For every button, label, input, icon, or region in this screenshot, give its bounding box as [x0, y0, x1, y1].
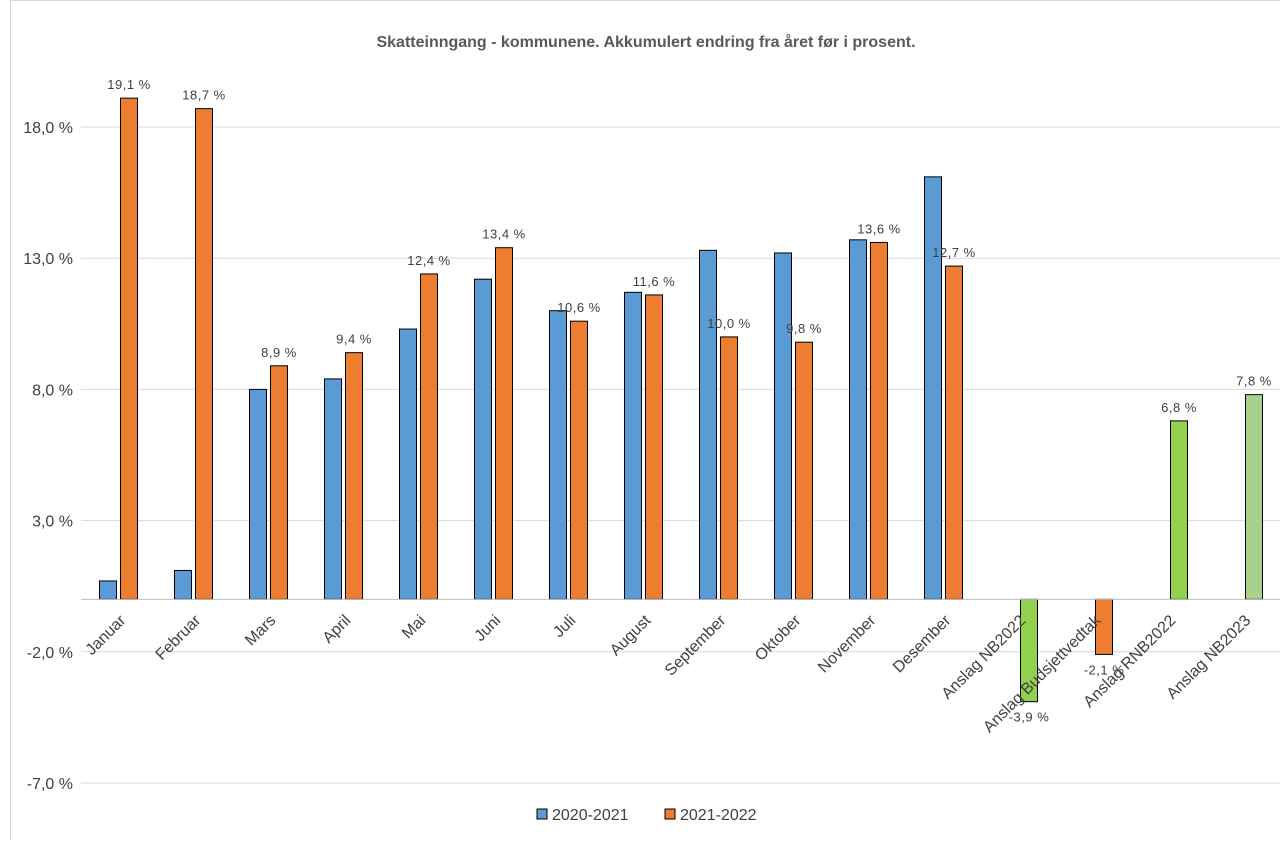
bar: [924, 176, 942, 600]
bar: [345, 352, 363, 600]
y-tick-label: 3,0 %: [32, 514, 73, 531]
data-labels: 19,1 % 18,7 % 8,9 % 9,4 % 12,4 % 13,4 % 10,6 %…: [107, 77, 1272, 725]
bar: [849, 239, 867, 600]
x-axis-category-labels: Januar Februar Mars April Mai Juni Juli August S…: [83, 611, 1255, 736]
category-label: November: [815, 612, 880, 677]
category-label: Februar: [153, 612, 205, 664]
data-label: -3,9 %: [1009, 710, 1050, 725]
bar: [495, 247, 513, 600]
data-label: 8,9 %: [261, 345, 297, 360]
bar: [549, 310, 567, 600]
bar-chart: Skatteinngang - kommunene. Akkumulert en…: [23, 33, 1280, 824]
bar: [699, 249, 717, 600]
data-label: 18,7 %: [182, 88, 225, 103]
bar: [270, 365, 288, 600]
data-label: 7,8 %: [1236, 374, 1272, 389]
bar: [399, 328, 417, 600]
bar: [474, 278, 492, 600]
category-label: Juli: [550, 612, 579, 641]
y-tick-label: -7,0 %: [27, 776, 73, 793]
category-label: September: [662, 612, 730, 680]
y-tick-label: -2,0 %: [27, 645, 73, 662]
bar: [120, 97, 138, 600]
bar: [249, 388, 267, 600]
legend-label: 2021-2022: [680, 807, 757, 824]
legend: 2020-2021 2021-2022: [536, 807, 757, 824]
bar: [174, 569, 192, 600]
bar: [99, 580, 117, 600]
data-label: 13,4 %: [482, 227, 525, 242]
bar: [1245, 394, 1263, 600]
category-label: Desember: [890, 612, 955, 677]
bar: [195, 108, 213, 600]
chart-title: Skatteinngang - kommunene. Akkumulert en…: [376, 33, 915, 51]
bar: [945, 265, 963, 600]
y-tick-label: 13,0 %: [23, 251, 73, 268]
data-label: 6,8 %: [1161, 400, 1197, 415]
bar: [774, 252, 792, 600]
bar: [645, 294, 663, 600]
category-label: Oktober: [752, 612, 805, 665]
data-label: 10,6 %: [557, 300, 600, 315]
y-tick-label: 8,0 %: [32, 382, 73, 399]
y-tick-label: 18,0 %: [23, 120, 73, 137]
bar: [720, 336, 738, 600]
legend-swatch: [664, 808, 676, 820]
category-label: Mai: [399, 612, 429, 642]
bar: [420, 273, 438, 600]
data-label: 19,1 %: [107, 77, 150, 92]
bar: [1170, 420, 1188, 600]
data-label: 9,4 %: [336, 332, 372, 347]
bar: [324, 378, 342, 600]
data-label: 9,8 %: [786, 321, 822, 336]
bars: [99, 97, 1263, 703]
bar: [870, 241, 888, 600]
data-label: 12,7 %: [932, 245, 975, 260]
legend-label: 2020-2021: [552, 807, 629, 824]
category-label: April: [320, 612, 355, 647]
bar: [624, 291, 642, 600]
data-label: -2,1 %: [1084, 662, 1125, 677]
category-label: Juni: [472, 612, 505, 645]
category-label: Mars: [242, 612, 279, 649]
data-label: 12,4 %: [407, 253, 450, 268]
legend-swatch: [536, 808, 548, 820]
data-label: 13,6 %: [857, 221, 900, 236]
chart-frame: Skatteinngang - kommunene. Akkumulert en…: [10, 0, 1280, 841]
y-axis-tick-labels: -7,0 % -2,0 % 3,0 % 8,0 % 13,0 % 18,0 %: [23, 120, 73, 793]
bar: [570, 320, 588, 600]
data-label: 10,0 %: [707, 316, 750, 331]
data-label: 11,6 %: [633, 274, 676, 289]
bar: [795, 341, 813, 600]
